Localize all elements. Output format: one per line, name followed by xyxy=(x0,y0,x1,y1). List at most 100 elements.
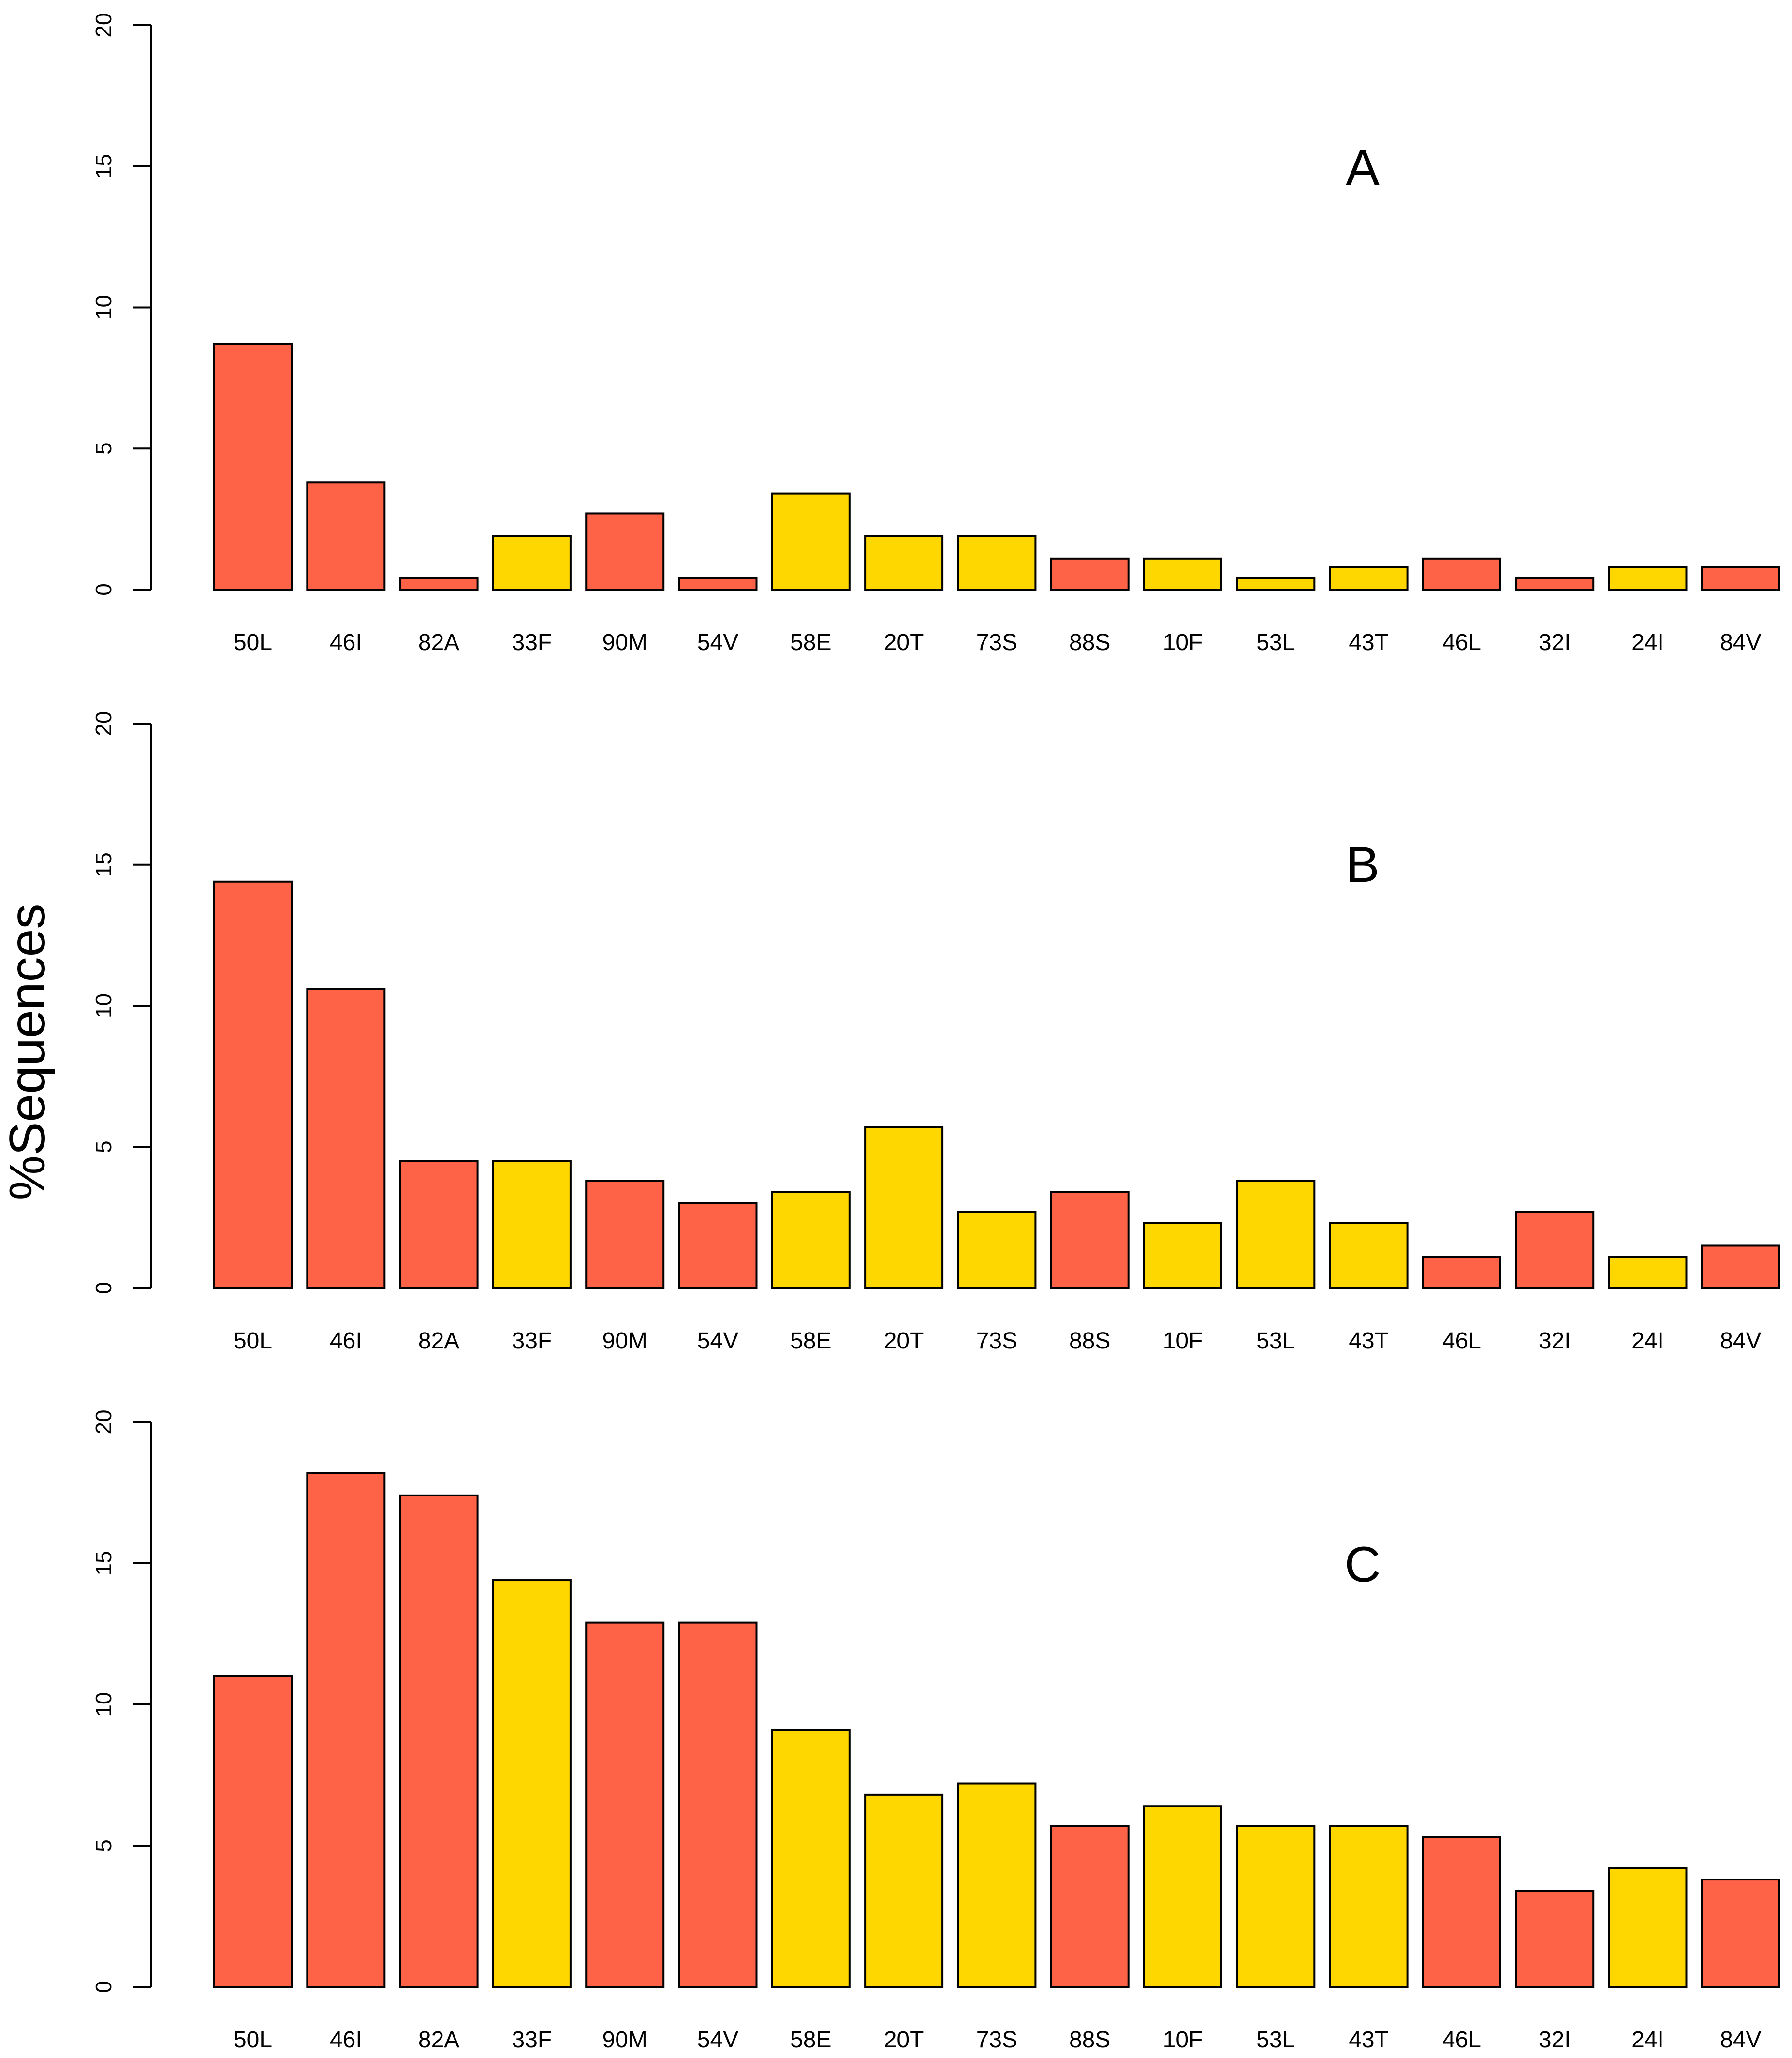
bar-46l xyxy=(1422,1836,1501,1988)
x-category-label: 58E xyxy=(790,1328,831,1354)
y-tick-label: 0 xyxy=(91,1981,116,1993)
panel-letter: A xyxy=(1346,140,1380,196)
bar-20t xyxy=(864,535,944,591)
x-category-label: 32I xyxy=(1539,1328,1571,1354)
bar-58e xyxy=(771,1191,851,1289)
y-tick-label: 20 xyxy=(91,1409,116,1434)
panel-letter: C xyxy=(1344,1537,1381,1593)
x-category-label: 46L xyxy=(1442,1328,1481,1354)
bar-84v xyxy=(1701,566,1780,591)
y-tick-label: 0 xyxy=(91,1282,116,1294)
x-category-label: 88S xyxy=(1069,2027,1110,2053)
bar-54v xyxy=(678,577,758,591)
bar-58e xyxy=(771,492,851,591)
x-category-label: 53L xyxy=(1256,2027,1295,2053)
y-axis-title: %Sequences xyxy=(0,904,56,1200)
x-category-label: 43T xyxy=(1349,1328,1389,1354)
bar-53l xyxy=(1236,577,1316,591)
x-category-label: 73S xyxy=(976,1328,1017,1354)
bar-82a xyxy=(399,577,479,591)
bar-84v xyxy=(1701,1244,1780,1289)
x-category-label: 90M xyxy=(602,630,647,655)
x-category-label: 10F xyxy=(1163,2027,1203,2053)
y-tick-label: 15 xyxy=(91,1551,116,1575)
y-tick-label: 5 xyxy=(91,442,116,455)
bar-24i xyxy=(1608,566,1688,591)
x-category-label: 20T xyxy=(884,1328,924,1354)
x-category-label: 73S xyxy=(976,2027,1017,2053)
bar-20t xyxy=(864,1793,944,1988)
x-category-label: 32I xyxy=(1539,630,1571,655)
bar-33f xyxy=(492,1160,572,1289)
bar-32i xyxy=(1515,577,1595,591)
bar-10f xyxy=(1143,1805,1222,1988)
bar-90m xyxy=(585,1180,665,1289)
y-tick-label: 15 xyxy=(91,852,116,877)
x-category-label: 32I xyxy=(1539,2027,1571,2053)
bar-54v xyxy=(678,1621,758,1988)
x-category-label: 24I xyxy=(1631,1328,1664,1354)
y-tick-label: 5 xyxy=(91,1839,116,1852)
bar-32i xyxy=(1515,1890,1595,1988)
y-tick-label: 10 xyxy=(91,1692,116,1717)
x-category-label: 82A xyxy=(418,1328,459,1354)
bar-46i xyxy=(306,481,386,591)
bar-33f xyxy=(492,535,572,591)
bar-73s xyxy=(957,535,1037,591)
bar-33f xyxy=(492,1579,572,1988)
y-tick-label: 20 xyxy=(91,13,116,37)
bar-46i xyxy=(306,1472,386,1988)
bar-43t xyxy=(1329,1222,1409,1289)
x-category-label: 82A xyxy=(418,2027,459,2053)
x-category-label: 53L xyxy=(1256,630,1295,655)
bar-88s xyxy=(1050,557,1130,591)
x-category-label: 20T xyxy=(884,630,924,655)
bar-46i xyxy=(306,988,386,1289)
bar-82a xyxy=(399,1160,479,1289)
x-category-label: 82A xyxy=(418,630,459,655)
x-category-label: 46L xyxy=(1442,630,1481,655)
x-category-label: 84V xyxy=(1720,630,1761,655)
bar-73s xyxy=(957,1782,1037,1988)
x-category-label: 33F xyxy=(512,630,552,655)
x-category-label: 46I xyxy=(330,2027,362,2053)
bar-10f xyxy=(1143,557,1222,591)
bar-24i xyxy=(1608,1256,1688,1289)
y-tick-label: 15 xyxy=(91,154,116,178)
x-category-label: 10F xyxy=(1163,630,1203,655)
x-category-label: 24I xyxy=(1631,630,1664,655)
y-tick-label: 5 xyxy=(91,1140,116,1153)
x-category-label: 20T xyxy=(884,2027,924,2053)
bar-46l xyxy=(1422,1256,1501,1289)
x-category-label: 73S xyxy=(976,630,1017,655)
x-category-label: 54V xyxy=(697,2027,738,2053)
bar-84v xyxy=(1701,1879,1780,1988)
x-category-label: 54V xyxy=(697,1328,738,1354)
bar-58e xyxy=(771,1729,851,1988)
bar-46l xyxy=(1422,557,1501,591)
bar-82a xyxy=(399,1494,479,1988)
x-category-label: 90M xyxy=(602,1328,647,1354)
panel-c: 0 5 10 15 20 50L 46I 82A 33F 90M 54V 58E 20T 73S 88S 10… xyxy=(91,1409,1780,2053)
x-category-label: 33F xyxy=(512,1328,552,1354)
bar-20t xyxy=(864,1126,944,1289)
bar-88s xyxy=(1050,1191,1130,1289)
bar-88s xyxy=(1050,1825,1130,1988)
bar-10f xyxy=(1143,1222,1222,1289)
bar-90m xyxy=(585,512,665,591)
y-tick-label: 10 xyxy=(91,993,116,1018)
x-category-label: 46I xyxy=(330,630,362,655)
bar-50l xyxy=(213,343,293,591)
x-category-label: 43T xyxy=(1349,630,1389,655)
bar-32i xyxy=(1515,1211,1595,1289)
bar-53l xyxy=(1236,1825,1316,1988)
x-category-label: 90M xyxy=(602,2027,647,2053)
panel-letter: B xyxy=(1346,837,1379,893)
x-category-label: 33F xyxy=(512,2027,552,2053)
x-category-label: 46L xyxy=(1442,2027,1481,2053)
x-category-label: 53L xyxy=(1256,1328,1295,1354)
x-category-label: 50L xyxy=(234,2027,272,2053)
bar-50l xyxy=(213,880,293,1289)
bar-90m xyxy=(585,1621,665,1988)
x-category-label: 58E xyxy=(790,2027,831,2053)
